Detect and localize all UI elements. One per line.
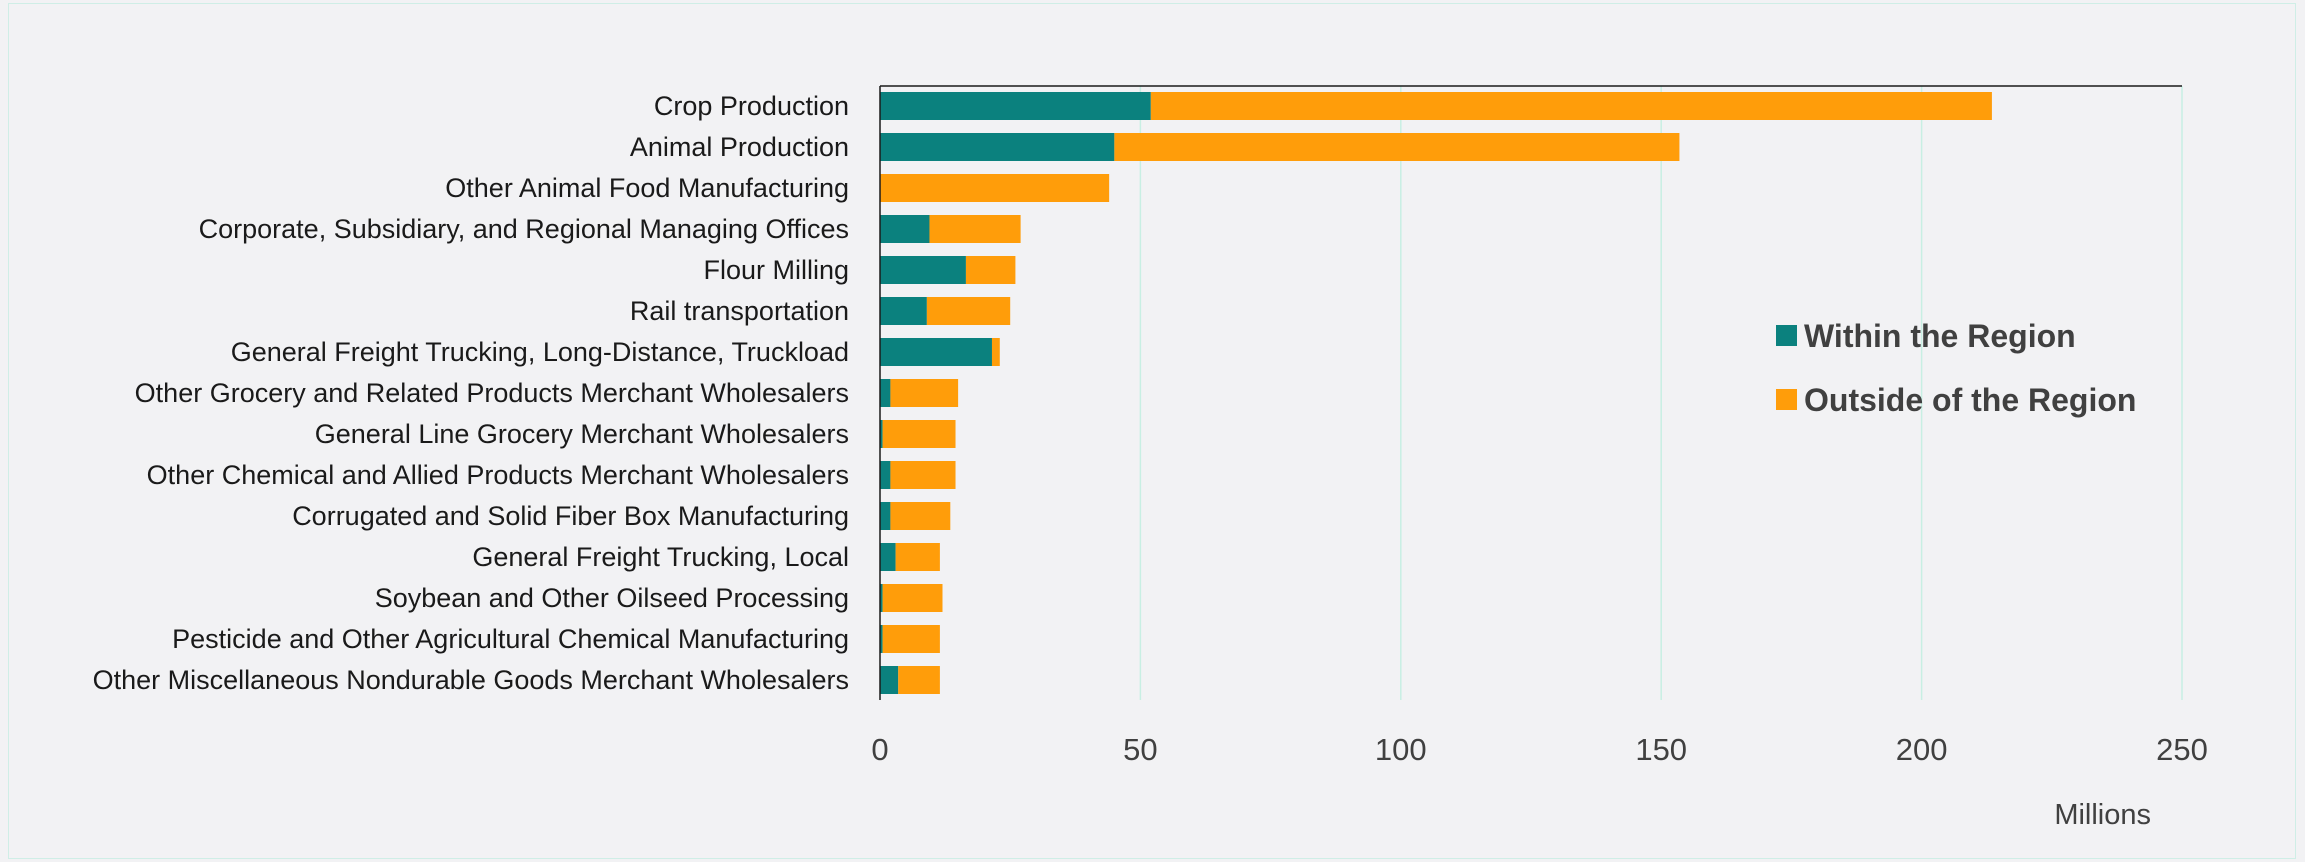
category-label: Rail transportation [630,296,849,326]
legend-label: Within the Region [1804,318,2076,354]
category-label: Animal Production [630,132,849,162]
bar-within-region [880,256,966,284]
legend-label: Outside of the Region [1804,382,2136,418]
bar-within-region [880,92,1151,120]
bar-within-region [880,625,883,653]
legend-swatch [1776,389,1797,410]
bar-within-region [880,543,896,571]
bar-outside-region [882,420,956,448]
x-tick-label: 150 [1635,732,1687,767]
bar-within-region [880,502,891,530]
category-label: Crop Production [654,91,849,121]
legend-swatch [1776,325,1797,346]
category-label: Other Animal Food Manufacturing [445,173,849,203]
category-label: Other Grocery and Related Products Merch… [135,378,849,408]
bar-outside-region [880,174,1110,202]
category-label: Other Chemical and Allied Products Merch… [147,460,849,490]
category-label: General Freight Trucking, Long-Distance,… [231,337,849,367]
bar-outside-region [890,461,956,489]
bar-within-region [880,666,899,694]
x-tick-label: 100 [1375,732,1427,767]
category-label: General Freight Trucking, Local [472,542,849,572]
bar-outside-region [1114,133,1680,161]
bar-within-region [880,297,927,325]
bar-outside-region [882,584,943,612]
bar-within-region [880,461,891,489]
gridlines [1139,86,2183,700]
bar-within-region [880,133,1115,161]
bar-outside-region [1150,92,1992,120]
x-tick-label: 0 [871,732,888,767]
bar-within-region [880,215,930,243]
category-label: Other Miscellaneous Nondurable Goods Mer… [93,665,849,695]
bar-within-region [880,379,891,407]
category-label: Pesticide and Other Agricultural Chemica… [172,624,849,654]
legend: Within the Region Outside of the Region [1776,318,2136,418]
bar-within-region [880,584,883,612]
x-tick-labels: 0 50 100 150 200 250 [871,732,2207,767]
x-tick-label: 200 [1896,732,1948,767]
category-label: Soybean and Other Oilseed Processing [375,583,849,613]
bar-within-region [880,338,992,366]
bar-outside-region [991,338,1000,366]
axes [879,85,2182,700]
bar-outside-region [890,379,959,407]
bars [880,92,1992,694]
category-label: Corrugated and Solid Fiber Box Manufactu… [292,501,849,531]
category-labels: Crop Production Animal Production Other An… [93,91,849,695]
bar-outside-region [890,502,951,530]
bar-outside-region [882,625,940,653]
bar-outside-region [898,666,940,694]
bar-outside-region [965,256,1016,284]
category-label: General Line Grocery Merchant Wholesaler… [315,419,849,449]
x-tick-label: 250 [2156,732,2208,767]
bar-outside-region [895,543,940,571]
x-tick-label: 50 [1123,732,1157,767]
category-label: Flour Milling [703,255,849,285]
bar-outside-region [929,215,1021,243]
bar-within-region [880,420,883,448]
chart-frame [8,3,2296,859]
category-label: Corporate, Subsidiary, and Regional Mana… [199,214,849,244]
bar-outside-region [926,297,1011,325]
x-unit-label: Millions [2054,799,2151,831]
